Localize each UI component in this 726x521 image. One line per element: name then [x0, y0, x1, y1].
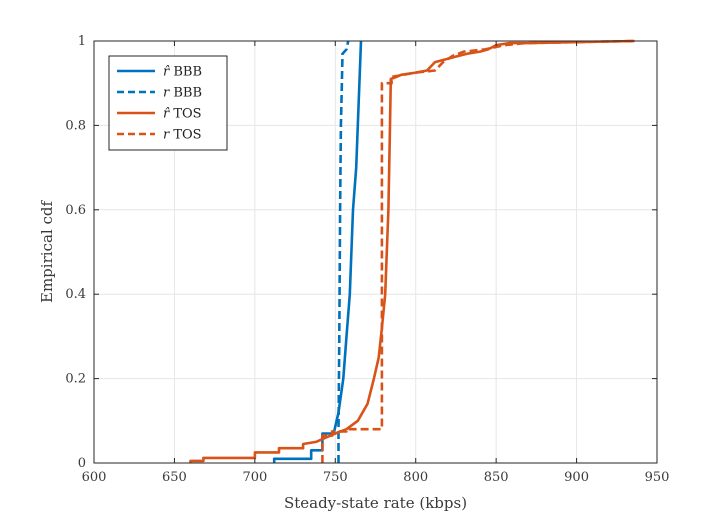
legend-label: r̂ BBB	[163, 65, 202, 80]
y-axis-label: Empirical cdf	[38, 200, 56, 303]
axis-ticks: 600 650 700 750 800 850 900 950 0 0.2 0.4 0.6 0.8 1	[65, 34, 669, 485]
y-tick-label: 0.2	[65, 372, 86, 387]
x-axis-label: Steady-state rate (kbps)	[284, 494, 467, 512]
y-tick-label: 0.8	[65, 118, 86, 133]
series-line	[321, 39, 635, 463]
y-tick-label: 0.6	[65, 203, 86, 218]
series-line	[189, 39, 635, 463]
x-tick-label: 800	[403, 470, 428, 485]
y-tick-label: 0	[78, 456, 86, 471]
x-tick-label: 700	[242, 470, 267, 485]
legend: r̂ BBB r BBB r̂ TOS r TOS	[108, 55, 228, 151]
plot-frame	[93, 40, 658, 464]
x-tick-label: 900	[564, 470, 589, 485]
legend-label: r BBB	[163, 86, 202, 101]
y-tick-label: 1	[78, 34, 86, 49]
x-tick-label: 600	[82, 470, 107, 485]
legend-label: r TOS	[163, 128, 202, 143]
x-tick-label: 750	[323, 470, 348, 485]
x-tick-label: 650	[162, 470, 187, 485]
y-tick-label: 0.4	[65, 287, 86, 302]
x-tick-label: 950	[645, 470, 670, 485]
series-line	[272, 40, 363, 463]
series-line	[337, 40, 350, 463]
legend-label: r̂ TOS	[163, 107, 202, 122]
series-lines	[189, 39, 635, 463]
x-tick-label: 850	[484, 470, 509, 485]
